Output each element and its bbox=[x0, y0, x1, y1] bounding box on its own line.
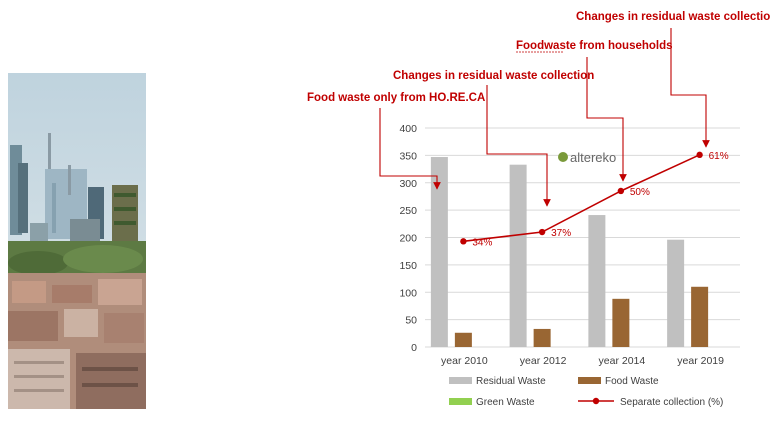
x-tick-label: year 2010 bbox=[441, 355, 488, 367]
separate-collection-point bbox=[538, 228, 546, 236]
bar-food-waste bbox=[454, 332, 472, 347]
annotation-label: Foodwaste from households bbox=[516, 40, 673, 52]
annotation-arrow bbox=[586, 57, 627, 182]
legend-swatch bbox=[578, 377, 601, 384]
annotation-arrow bbox=[670, 28, 710, 148]
y-tick-label: 0 bbox=[411, 342, 417, 354]
separate-collection-point bbox=[460, 238, 467, 245]
data-label: 37% bbox=[551, 228, 571, 239]
bar-residual-waste bbox=[509, 164, 527, 347]
altereko-logo: altereko bbox=[558, 150, 616, 165]
annotation-arrow bbox=[379, 108, 441, 190]
y-tick-label: 300 bbox=[399, 178, 417, 190]
city-skyline-photo bbox=[8, 73, 146, 409]
y-tick-label: 50 bbox=[405, 315, 417, 327]
legend-label: Food Waste bbox=[605, 376, 659, 387]
legend-label: Residual Waste bbox=[476, 376, 546, 387]
separate-collection-line bbox=[463, 154, 700, 243]
x-tick-label: year 2012 bbox=[520, 355, 567, 367]
leaf-icon bbox=[558, 152, 568, 162]
bar-food-waste bbox=[691, 286, 709, 347]
legend-item: Residual Waste bbox=[449, 376, 546, 387]
x-tick-label: year 2019 bbox=[677, 355, 724, 367]
legend-label: Separate collection (%) bbox=[620, 397, 723, 408]
separate-collection-point bbox=[696, 151, 703, 159]
legend-item: Separate collection (%) bbox=[578, 397, 723, 408]
data-label: 34% bbox=[472, 237, 492, 248]
bar-food-waste bbox=[533, 328, 551, 347]
annotation-arrow bbox=[486, 85, 551, 207]
annotation-label: Changes in residual waste collection bbox=[576, 11, 770, 23]
y-tick-label: 350 bbox=[399, 150, 417, 162]
bar-food-waste bbox=[612, 298, 630, 347]
data-label: 61% bbox=[709, 151, 729, 162]
logo-text: altereko bbox=[570, 150, 616, 165]
annotation-label: Food waste only from HO.RE.CA bbox=[307, 92, 485, 104]
data-label: 50% bbox=[630, 187, 650, 198]
y-tick-label: 100 bbox=[399, 287, 417, 299]
separate-collection-point bbox=[617, 187, 625, 195]
y-tick-label: 400 bbox=[399, 123, 417, 135]
legend-marker bbox=[592, 397, 600, 405]
annotation-label: Changes in residual waste collection bbox=[393, 70, 594, 82]
legend-item: Green Waste bbox=[449, 397, 535, 408]
legend-swatch bbox=[449, 377, 472, 384]
bar-residual-waste bbox=[430, 157, 448, 347]
x-tick-label: year 2014 bbox=[599, 355, 646, 367]
y-tick-label: 250 bbox=[399, 205, 417, 217]
bar-residual-waste bbox=[667, 239, 685, 347]
bar-residual-waste bbox=[588, 215, 606, 347]
legend-label: Green Waste bbox=[476, 397, 535, 408]
y-tick-label: 200 bbox=[399, 233, 417, 245]
y-tick-label: 150 bbox=[399, 260, 417, 272]
legend-item: Food Waste bbox=[578, 376, 659, 387]
legend-swatch bbox=[449, 398, 472, 405]
